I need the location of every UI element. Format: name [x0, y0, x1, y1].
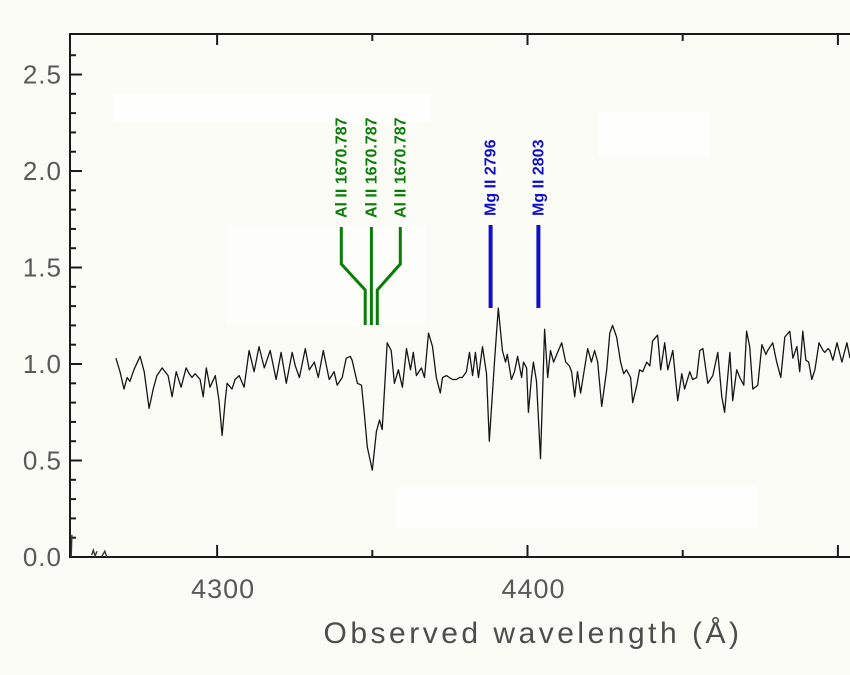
x-tick-label: 4400 — [501, 574, 565, 604]
spectrum-series — [70, 307, 850, 559]
x-tick-label: 4300 — [191, 574, 255, 604]
marker-label-mg-ii-2796: Mg II 2796 — [483, 139, 500, 216]
y-tick-label: 2.5 — [23, 60, 62, 90]
y-tick-label: 0.5 — [23, 446, 62, 476]
y-tick-label: 0.0 — [23, 542, 62, 572]
y-tick-label: 1.0 — [23, 349, 62, 379]
line-annotations: Al II 1670.787 Al II 1670.787 Al II 1670.7… — [333, 117, 547, 325]
x-axis-title: Observed wavelength (Å) — [324, 617, 743, 650]
marker-label-al-ii-1670.787: Al II 1670.787 — [392, 117, 409, 218]
marker-al-ii-1670.787 — [339, 227, 367, 325]
edge-artifact — [101, 549, 108, 558]
edge-artifact — [70, 534, 73, 558]
marker-label-al-ii-1670.787: Al II 1670.787 — [363, 117, 380, 218]
marker-label-mg-ii-2803: Mg II 2803 — [530, 139, 547, 216]
y-tick-label: 2.0 — [23, 156, 62, 186]
edge-artifact — [91, 547, 98, 559]
axis-ticks — [70, 34, 839, 558]
marker-al-ii-1670.787 — [375, 227, 402, 325]
marker-label-al-ii-1670.787: Al II 1670.787 — [333, 117, 350, 218]
y-tick-label: 1.5 — [23, 253, 62, 283]
axis-tick-labels: 0.0 0.5 1.0 1.5 2.0 2.5 4300 4400 — [23, 60, 565, 604]
spectrum-line — [115, 307, 850, 471]
